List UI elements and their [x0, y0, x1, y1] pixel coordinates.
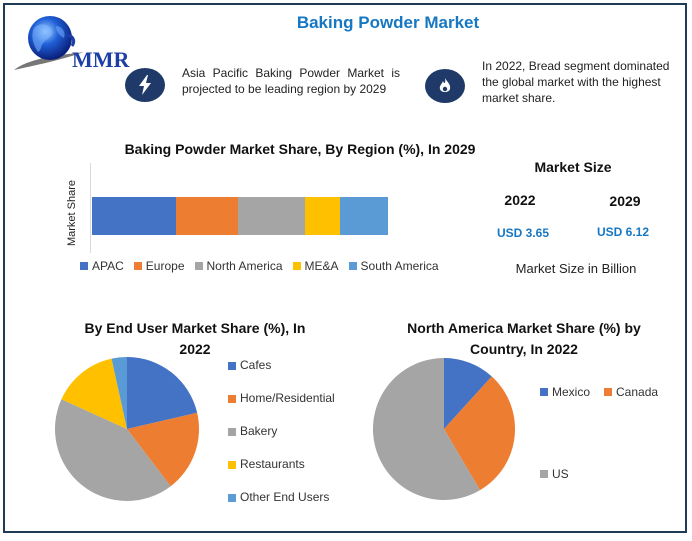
end-user-legend: Cafes Home/Residential Bakery Restaurant… [228, 358, 358, 523]
market-size-value-2029: USD 6.12 [596, 225, 650, 239]
legend-label: South America [360, 259, 439, 273]
end-user-chart-title: By End User Market Share (%), In 2022 [84, 320, 306, 357]
legend-item: ME&A [292, 259, 339, 273]
market-size-year-2022: 2022 [504, 192, 536, 208]
legend-swatch [194, 262, 203, 270]
pie-slice-home-residential [127, 412, 199, 487]
pie-slice-us [373, 358, 481, 500]
legend-label: Restaurants [240, 457, 305, 471]
north-america-legend-row-2: US [540, 467, 569, 481]
region-chart-ylabel: Market Share [62, 168, 82, 258]
legend-label: Cafes [240, 358, 272, 372]
flame-icon [425, 69, 465, 103]
legend-item: Home/Residential [228, 391, 358, 424]
legend-swatch [228, 494, 236, 502]
infographic-frame [3, 3, 687, 533]
legend-swatch [540, 388, 548, 396]
legend-label: North America [206, 259, 283, 273]
north-america-pie [373, 358, 515, 500]
legend-item: Restaurants [228, 457, 358, 490]
end-user-pie [55, 357, 199, 501]
legend-label: Home/Residential [240, 391, 335, 405]
bar-segment-north-america [238, 197, 305, 235]
legend-item: Europe [133, 259, 185, 273]
legend-swatch [604, 388, 613, 396]
legend-item: Bakery [228, 424, 358, 457]
legend-swatch [228, 395, 236, 403]
legend-label: Bakery [240, 424, 278, 438]
legend-item: Mexico [540, 385, 590, 399]
y-axis-line [90, 163, 91, 253]
pie-slice-bakery [55, 399, 171, 501]
pie-slice-canada [444, 376, 515, 491]
bar-segment-mea [305, 197, 340, 235]
legend-swatch [348, 262, 357, 270]
pie-slice-cafes [127, 357, 198, 429]
region-chart-legend: APAC Europe North America ME&A South Ame… [80, 259, 439, 273]
legend-item: US [540, 467, 569, 481]
legend-swatch [228, 461, 236, 469]
market-size-heading: Market Size [534, 159, 612, 175]
market-size-year-2029: 2029 [609, 193, 641, 209]
market-size-value-2022: USD 3.65 [496, 226, 550, 240]
legend-label: Other End Users [240, 490, 330, 504]
region-chart-title: Baking Powder Market Share, By Region (%… [124, 141, 476, 157]
bar-segment-south-america [340, 197, 388, 235]
logo-text: MMR [72, 47, 130, 72]
legend-label: Mexico [552, 385, 591, 399]
page-title: Baking Powder Market [0, 13, 692, 33]
north-america-legend-row: Mexico Canada [540, 385, 658, 399]
legend-item: Canada [604, 385, 658, 399]
pie-slice-mexico [444, 358, 492, 429]
page-title-text: Baking Powder Market [296, 13, 480, 32]
legend-swatch [228, 428, 236, 436]
globe-icon [14, 16, 84, 70]
lightning-icon [125, 68, 165, 102]
bar-segment-apac [92, 197, 176, 235]
legend-label: US [552, 467, 569, 481]
legend-item: Other End Users [228, 490, 358, 523]
legend-item: South America [348, 259, 439, 273]
legend-label: APAC [92, 259, 124, 273]
callout-region: Asia Pacific Baking Powder Market is pro… [182, 66, 400, 96]
legend-item: Cafes [228, 358, 358, 391]
legend-swatch [540, 470, 548, 478]
legend-swatch [228, 362, 236, 370]
legend-label: Canada [616, 385, 659, 399]
region-stacked-bar [92, 197, 388, 235]
legend-label: ME&A [304, 259, 339, 273]
legend-label: Europe [145, 259, 185, 273]
mmr-logo: MMR [12, 12, 142, 72]
legend-swatch [133, 262, 142, 270]
legend-item: North America [194, 259, 283, 273]
market-size-footnote: Market Size in Billion [515, 261, 637, 276]
legend-item: APAC [80, 259, 124, 273]
bar-segment-europe [176, 197, 238, 235]
y-axis-label: Market Share [66, 179, 78, 247]
north-america-chart-title: North America Market Share (%) by Countr… [407, 320, 641, 357]
legend-swatch [80, 262, 88, 270]
callout-segment: In 2022, Bread segment dominated the glo… [482, 59, 670, 105]
legend-swatch [292, 262, 301, 270]
pie-slice-restaurants [61, 358, 127, 429]
pie-slice-other-end-users [111, 357, 127, 429]
